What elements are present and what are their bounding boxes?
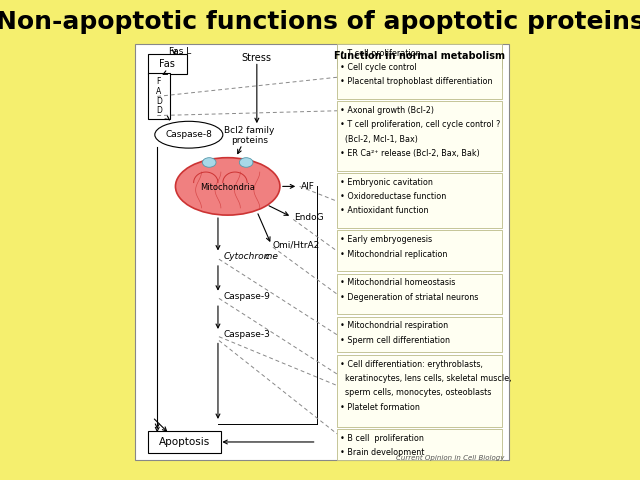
Ellipse shape xyxy=(155,121,223,148)
Text: • Early embryogenesis: • Early embryogenesis xyxy=(340,235,432,244)
FancyBboxPatch shape xyxy=(337,274,502,314)
Text: Caspase-9: Caspase-9 xyxy=(224,292,271,301)
Text: Stress: Stress xyxy=(242,53,272,63)
Text: • Mitochondrial respiration: • Mitochondrial respiration xyxy=(340,322,448,330)
Text: Mitochondria: Mitochondria xyxy=(200,183,255,192)
FancyBboxPatch shape xyxy=(337,101,502,170)
Text: EndoG: EndoG xyxy=(294,213,323,222)
Text: Caspase-3: Caspase-3 xyxy=(224,330,271,339)
FancyBboxPatch shape xyxy=(337,429,502,460)
Text: • Oxidoreductase function: • Oxidoreductase function xyxy=(340,192,446,201)
Text: Bcl2 family
proteins: Bcl2 family proteins xyxy=(225,126,275,145)
FancyBboxPatch shape xyxy=(147,431,221,453)
FancyBboxPatch shape xyxy=(147,73,170,120)
Text: • Placental trophoblast differentiation: • Placental trophoblast differentiation xyxy=(340,77,492,86)
FancyBboxPatch shape xyxy=(337,44,502,99)
Ellipse shape xyxy=(202,157,216,167)
Text: F
A
D
D: F A D D xyxy=(156,77,162,116)
Text: • Cell differentiation: erythroblasts,: • Cell differentiation: erythroblasts, xyxy=(340,360,483,369)
Text: c: c xyxy=(264,252,269,261)
Text: Fas L: Fas L xyxy=(170,48,191,57)
Text: Function in normal metabolism: Function in normal metabolism xyxy=(334,51,505,61)
FancyBboxPatch shape xyxy=(337,45,502,68)
Text: • Mitochondrial replication: • Mitochondrial replication xyxy=(340,250,447,259)
Text: • Platelet formation: • Platelet formation xyxy=(340,403,420,412)
FancyBboxPatch shape xyxy=(337,355,502,427)
Text: • Mitochondrial homeostasis: • Mitochondrial homeostasis xyxy=(340,278,455,288)
Text: • Degeneration of striatal neurons: • Degeneration of striatal neurons xyxy=(340,293,478,301)
Text: • Axonal growth (Bcl-2): • Axonal growth (Bcl-2) xyxy=(340,106,434,115)
FancyBboxPatch shape xyxy=(337,317,502,352)
Text: • Embryonic cavitation: • Embryonic cavitation xyxy=(340,178,433,187)
Text: • B cell  proliferation: • B cell proliferation xyxy=(340,434,424,443)
Text: • Cell cycle control: • Cell cycle control xyxy=(340,63,417,72)
Ellipse shape xyxy=(175,157,280,215)
Text: • T cell proliferation, cell cycle control ?: • T cell proliferation, cell cycle contr… xyxy=(340,120,500,129)
Text: AIF: AIF xyxy=(301,182,314,191)
FancyBboxPatch shape xyxy=(136,44,509,460)
Text: • ER Ca²⁺ release (Bcl-2, Bax, Bak): • ER Ca²⁺ release (Bcl-2, Bax, Bak) xyxy=(340,149,479,158)
Text: Apoptosis: Apoptosis xyxy=(159,437,210,447)
Text: Non-apoptotic functions of apoptotic proteins: Non-apoptotic functions of apoptotic pro… xyxy=(0,10,640,34)
Text: • Antioxidant function: • Antioxidant function xyxy=(340,206,428,216)
Text: • Sperm cell differentiation: • Sperm cell differentiation xyxy=(340,336,450,345)
Text: Cytochrome: Cytochrome xyxy=(224,252,278,261)
Ellipse shape xyxy=(239,157,253,167)
Text: keratinocytes, lens cells, skeletal muscle,: keratinocytes, lens cells, skeletal musc… xyxy=(340,374,511,383)
Text: • T cell proliferation: • T cell proliferation xyxy=(340,48,420,58)
FancyBboxPatch shape xyxy=(147,54,187,74)
Text: (Bcl-2, Mcl-1, Bax): (Bcl-2, Mcl-1, Bax) xyxy=(340,135,418,144)
Text: Caspase-8: Caspase-8 xyxy=(165,130,212,139)
Text: sperm cells, monocytes, osteoblasts: sperm cells, monocytes, osteoblasts xyxy=(340,388,492,397)
Text: Omi/HtrA2: Omi/HtrA2 xyxy=(273,240,320,249)
Text: Current Opinion in Cell Biology: Current Opinion in Cell Biology xyxy=(396,455,504,461)
Text: • Brain development: • Brain development xyxy=(340,448,424,457)
FancyBboxPatch shape xyxy=(337,173,502,228)
FancyBboxPatch shape xyxy=(337,230,502,271)
Text: Fas: Fas xyxy=(159,59,175,69)
